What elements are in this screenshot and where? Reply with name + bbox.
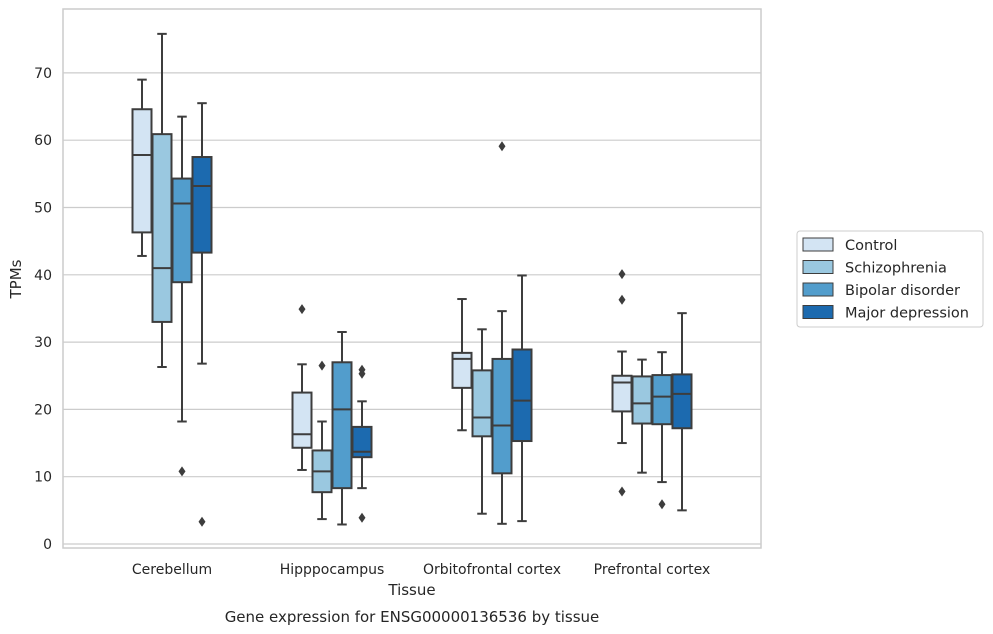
box-body <box>471 369 493 438</box>
box-body <box>611 374 633 413</box>
series-bipolar-disorder <box>171 115 673 526</box>
box <box>651 351 673 510</box>
x-axis-ticks: Cerebellum Hipppocampus Orbitofrontal cort… <box>132 562 710 578</box>
box-body <box>171 177 193 284</box>
legend-frame <box>796 230 984 328</box>
outlier-point <box>318 360 326 371</box>
box-body <box>631 375 653 425</box>
legend-label: Major depression <box>845 306 969 322</box>
legend-swatch <box>802 237 834 252</box>
x-tick-label: Cerebellum <box>132 562 212 578</box>
box-body <box>331 361 353 490</box>
box <box>671 312 693 512</box>
y-tick-label: 40 <box>34 268 52 284</box>
legend-swatch <box>802 305 834 319</box>
outlier-point <box>198 516 206 527</box>
series-major-depression <box>191 102 693 527</box>
box <box>151 32 173 369</box>
legend-label: Bipolar disorder <box>845 283 960 299</box>
x-tick-label: Prefrontal cortex <box>594 562 711 578</box>
outlier-point <box>618 486 626 497</box>
box <box>311 360 333 521</box>
box <box>131 78 153 257</box>
y-tick-label: 70 <box>34 66 52 82</box>
legend-swatch <box>802 260 834 274</box>
outlier-point <box>178 466 186 477</box>
y-tick-label: 20 <box>34 402 52 418</box>
box <box>191 102 213 527</box>
figure-caption: Gene expression for ENSG00000136536 by t… <box>225 608 600 626</box>
box <box>331 331 353 526</box>
x-tick-label: Hipppocampus <box>280 562 385 578</box>
series-schizophrenia <box>151 32 653 521</box>
y-axis-ticks: 0 10 20 30 40 50 60 70 <box>34 66 52 553</box>
box <box>611 269 633 497</box>
box-body <box>651 374 673 426</box>
x-tick-label: Orbitofrontal cortex <box>423 562 561 578</box>
y-tick-label: 60 <box>34 133 52 149</box>
outlier-point <box>618 294 626 305</box>
y-tick-label: 50 <box>34 201 52 217</box>
legend-label: Schizophrenia <box>845 261 947 277</box>
x-axis-label: Tissue <box>387 581 435 599</box>
outlier-point <box>298 304 306 315</box>
box <box>171 115 193 477</box>
outlier-point <box>498 141 506 152</box>
box-body <box>191 156 213 254</box>
box <box>351 364 373 523</box>
legend-label: Control <box>845 238 897 254</box>
outlier-point <box>358 364 366 375</box>
box-body <box>131 108 153 234</box>
box-body <box>511 348 533 443</box>
box-body <box>291 391 313 449</box>
box <box>451 298 473 432</box>
outlier-point <box>358 512 366 523</box>
box <box>291 304 313 471</box>
box-body <box>671 373 693 430</box>
box <box>471 328 493 515</box>
legend: Control Schizophrenia Bipolar disorder Majo… <box>796 230 984 328</box>
y-tick-label: 30 <box>34 335 52 351</box>
box-body <box>491 357 513 475</box>
box <box>511 274 533 523</box>
outlier-point <box>658 499 666 510</box>
box-body <box>151 133 173 323</box>
outlier-point <box>618 269 626 280</box>
plot-area-frame <box>62 8 762 549</box>
box-series <box>131 32 693 527</box>
legend-swatch <box>802 282 834 297</box>
box <box>631 358 653 474</box>
y-tick-label: 10 <box>34 470 52 486</box>
box-body <box>351 425 373 459</box>
y-axis-label: TPMs <box>7 259 25 299</box>
box <box>491 141 513 525</box>
y-tick-label: 0 <box>43 537 52 553</box>
series-control <box>131 78 633 497</box>
